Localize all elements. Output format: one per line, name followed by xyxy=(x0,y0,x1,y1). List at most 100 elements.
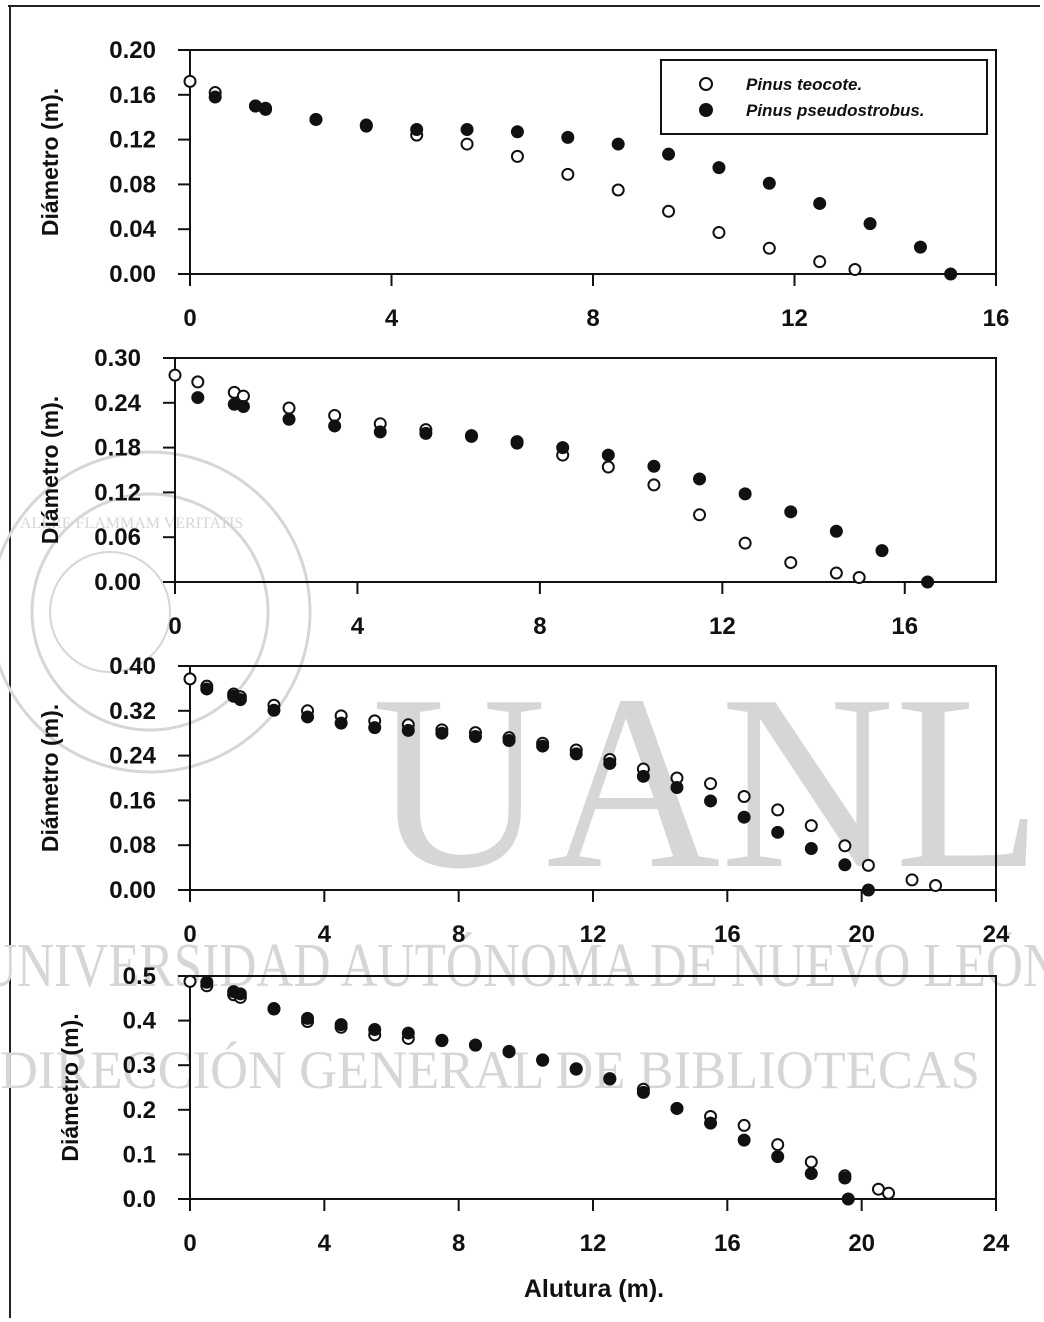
legend-label-teocote: Pinus teocote. xyxy=(746,75,862,94)
data-point-pseudostrobus xyxy=(603,756,617,770)
y-tick-label: 0.2 xyxy=(123,1097,156,1124)
data-point-pseudostrobus xyxy=(771,1150,785,1164)
x-tick-label: 12 xyxy=(580,921,607,948)
data-point-pseudostrobus xyxy=(510,125,524,139)
y-axis-label: Diámetro (m). xyxy=(37,704,63,852)
data-point-teocote xyxy=(168,368,182,382)
data-point-teocote xyxy=(861,858,875,872)
watermark-university: UNIVERSIDAD AUTÓNOMA DE NUEVO LEÓN xyxy=(0,932,1044,1000)
data-point-teocote xyxy=(929,879,943,893)
y-axis-label: Diámetro (m). xyxy=(37,88,63,236)
data-point-teocote xyxy=(647,478,661,492)
data-point-pseudostrobus xyxy=(373,425,387,439)
chart-panel-2: 0.00 0.06 0.12 0.18 0.24 0.30 0 4 8 12 16 Diámetro … xyxy=(37,345,997,640)
data-point-teocote xyxy=(852,571,866,585)
plot-frame xyxy=(174,357,997,583)
data-point-pseudostrobus xyxy=(502,1044,516,1058)
data-point-pseudostrobus xyxy=(334,716,348,730)
data-point-pseudostrobus xyxy=(611,137,625,151)
x-tick-label: 16 xyxy=(983,305,1010,332)
data-point-pseudostrobus xyxy=(334,1018,348,1032)
x-tick-label: 8 xyxy=(452,1230,465,1257)
data-point-teocote xyxy=(829,566,843,580)
data-point-pseudostrobus xyxy=(670,781,684,795)
y-tick-label: 0.4 xyxy=(123,1008,157,1035)
data-point-pseudostrobus xyxy=(636,1085,650,1099)
data-point-pseudostrobus xyxy=(468,1038,482,1052)
data-point-pseudostrobus xyxy=(737,1133,751,1147)
data-point-teocote xyxy=(737,1118,751,1132)
data-point-pseudostrobus xyxy=(468,730,482,744)
data-point-teocote xyxy=(784,556,798,570)
data-point-pseudostrobus xyxy=(771,825,785,839)
y-tick-label: 0.00 xyxy=(94,569,141,596)
x-tick-label: 4 xyxy=(318,921,332,948)
data-point-teocote xyxy=(183,672,197,686)
data-point-pseudostrobus xyxy=(267,703,281,717)
data-point-teocote xyxy=(662,204,676,218)
data-point-pseudostrobus xyxy=(282,412,296,426)
data-point-pseudostrobus xyxy=(636,769,650,783)
data-point-teocote xyxy=(328,408,342,422)
data-point-teocote xyxy=(460,137,474,151)
data-point-teocote xyxy=(282,401,296,415)
data-point-pseudostrobus xyxy=(208,90,222,104)
data-point-pseudostrobus xyxy=(502,733,516,747)
data-point-teocote xyxy=(693,508,707,522)
x-tick-label: 0 xyxy=(183,305,196,332)
data-point-pseudostrobus xyxy=(762,176,776,190)
data-point-pseudostrobus xyxy=(435,726,449,740)
x-tick-label: 0 xyxy=(183,1230,196,1257)
watermark-library: DIRECCIÓN GENERAL DE BIBLIOTECAS xyxy=(0,1040,980,1100)
data-point-pseudostrobus xyxy=(569,747,583,761)
data-point-pseudostrobus xyxy=(662,147,676,161)
data-point-pseudostrobus xyxy=(510,435,524,449)
data-point-teocote xyxy=(804,1155,818,1169)
data-point-pseudostrobus xyxy=(368,1023,382,1037)
data-point-teocote xyxy=(183,74,197,88)
x-tick-label: 20 xyxy=(848,921,875,948)
y-axis-label: Diámetro (m). xyxy=(37,396,63,544)
x-tick-label: 8 xyxy=(586,305,599,332)
data-point-pseudostrobus xyxy=(693,472,707,486)
data-point-teocote xyxy=(905,873,919,887)
y-tick-label: 0.04 xyxy=(109,216,156,243)
data-point-pseudostrobus xyxy=(737,810,751,824)
data-point-teocote xyxy=(236,389,250,403)
data-point-teocote xyxy=(704,777,718,791)
data-point-pseudostrobus xyxy=(863,217,877,231)
y-tick-label: 0.08 xyxy=(109,832,156,859)
data-point-teocote xyxy=(611,183,625,197)
data-point-pseudostrobus xyxy=(921,575,935,589)
data-point-pseudostrobus xyxy=(464,429,478,443)
y-tick-label: 0.0 xyxy=(123,1186,156,1213)
data-point-pseudostrobus xyxy=(435,1033,449,1047)
chart-panel-3: 0.00 0.08 0.16 0.24 0.32 0.40 0 4 8 12 16 20 24 Diáme… xyxy=(37,653,1010,948)
data-point-pseudostrobus xyxy=(704,1116,718,1130)
data-point-pseudostrobus xyxy=(670,1101,684,1115)
data-point-pseudostrobus xyxy=(233,693,247,707)
data-point-pseudostrobus xyxy=(200,682,214,696)
chart-panel-1: 0.00 0.04 0.08 0.12 0.16 0.20 0 4 8 12 16 Diámetro … xyxy=(37,37,1009,332)
data-point-pseudostrobus xyxy=(738,487,752,501)
data-point-pseudostrobus xyxy=(401,723,415,737)
data-point-teocote xyxy=(510,149,524,163)
data-point-pseudostrobus xyxy=(861,883,875,897)
x-tick-label: 20 xyxy=(848,1230,875,1257)
data-point-pseudostrobus xyxy=(603,1072,617,1086)
data-point-pseudostrobus xyxy=(569,1062,583,1076)
data-point-pseudostrobus xyxy=(561,130,575,144)
data-point-pseudostrobus xyxy=(829,524,843,538)
data-point-pseudostrobus xyxy=(838,858,852,872)
data-point-teocote xyxy=(882,1186,896,1200)
data-point-teocote xyxy=(804,819,818,833)
data-point-pseudostrobus xyxy=(712,161,726,175)
legend-label-pseudostrobus: Pinus pseudostrobus. xyxy=(746,101,925,120)
y-tick-label: 0.24 xyxy=(109,743,156,770)
x-tick-label: 24 xyxy=(983,1230,1010,1257)
x-tick-label: 0 xyxy=(183,921,196,948)
y-tick-label: 0.00 xyxy=(109,261,156,288)
x-tick-label: 16 xyxy=(714,921,741,948)
data-point-teocote xyxy=(712,226,726,240)
